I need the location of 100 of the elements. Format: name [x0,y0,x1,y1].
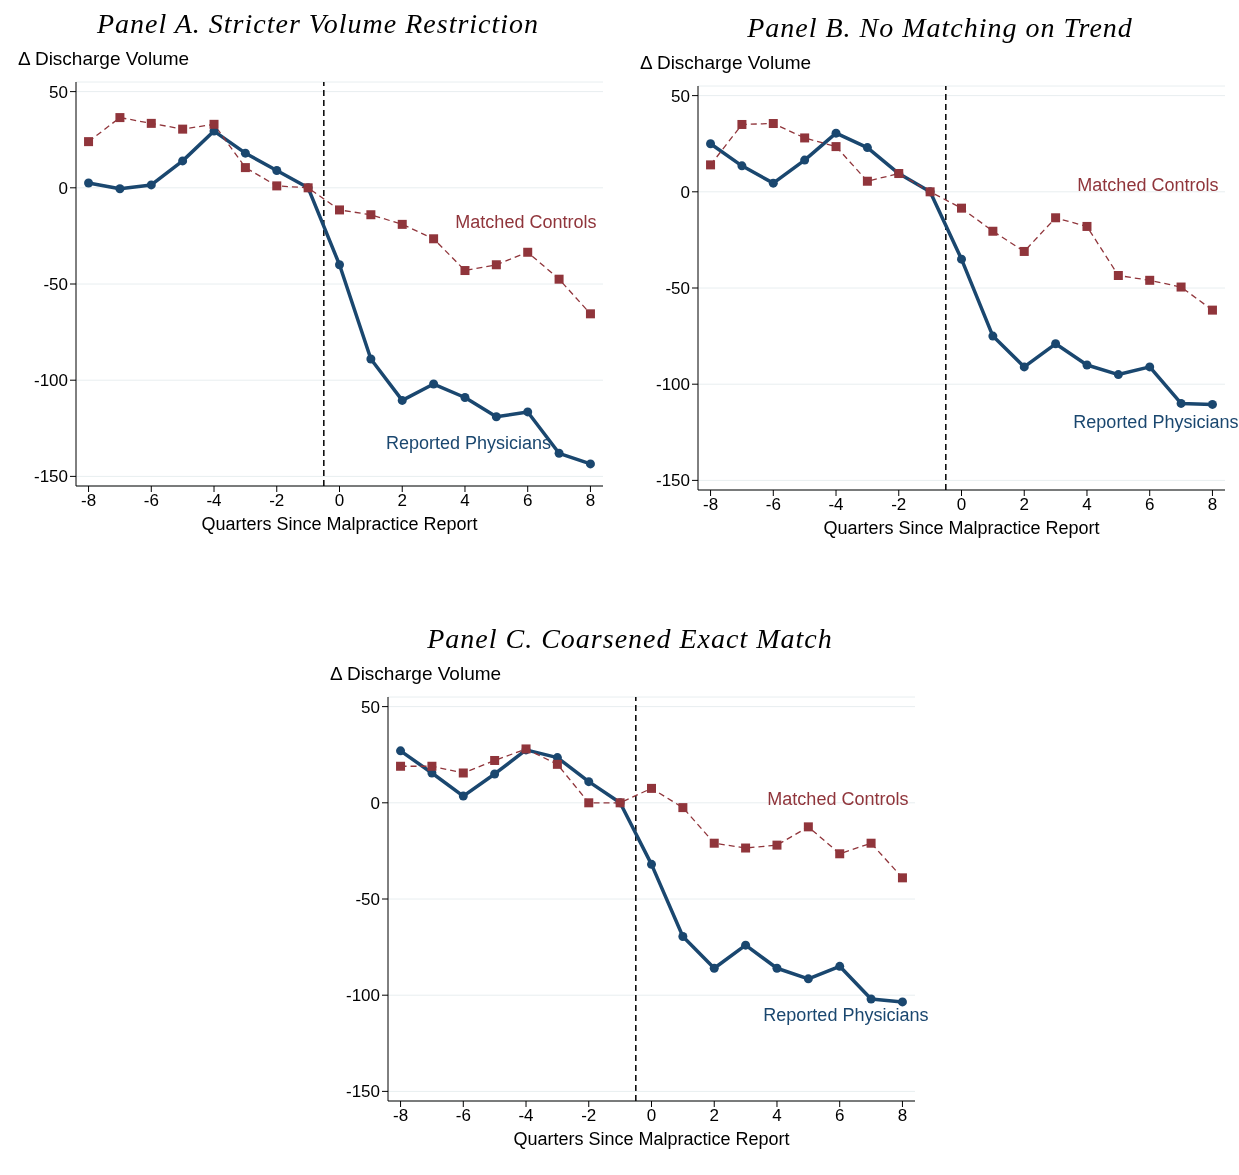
chart-title: Panel B. No Matching on Trend [746,12,1134,45]
point [272,166,282,175]
point [897,873,907,883]
x-tick-label: -4 [828,495,844,515]
point [737,119,747,129]
point [552,759,562,769]
point [396,761,406,771]
point [772,963,782,973]
x-tick-label: -8 [392,1106,409,1126]
point [1207,305,1217,315]
point [831,142,841,152]
point [866,994,876,1004]
point [584,777,594,787]
point [490,755,500,765]
chart-title: Panel C. Coarsened Exact Match [426,623,834,656]
y-tick-label: -50 [665,279,690,299]
point [866,838,876,848]
point [460,393,470,403]
x-tick-label: 2 [1019,495,1029,515]
point [800,133,810,143]
point [835,961,845,971]
point [800,155,810,165]
x-tick-label: 6 [834,1106,845,1126]
point [647,783,656,793]
point [772,840,782,850]
point [491,260,501,270]
point [209,119,219,129]
point [491,412,501,422]
x-tick-label: 4 [460,491,470,511]
point [523,407,533,417]
y-tick-label: -50 [355,890,380,910]
point [84,178,94,188]
series-label: Matched Controls [455,211,597,232]
point [366,354,376,364]
point [427,761,437,771]
point [741,940,751,950]
point [585,459,595,469]
x-tick-label: -6 [143,491,159,511]
point [1113,271,1123,280]
point [84,137,94,147]
point [1207,399,1217,409]
point [835,849,845,859]
y-tick-label: 0 [680,182,690,202]
point [585,309,595,319]
series-label: Reported Physicians [1073,412,1239,433]
point [1176,398,1186,408]
point [429,234,439,244]
point [741,843,751,853]
point [523,247,533,257]
point [146,118,156,128]
x-tick-label: -2 [891,495,907,515]
x-tick-label: -4 [206,491,222,511]
x-tick-label: -2 [581,1106,597,1126]
point [957,203,966,213]
x-tick-label: -8 [80,491,97,511]
point [706,139,716,149]
x-tick-label: -6 [765,495,781,515]
y-tick-label: -100 [655,375,690,395]
point [737,161,747,171]
point [988,331,998,341]
point [178,156,188,166]
point [584,798,594,808]
point [988,226,998,236]
y-tick-label: -150 [345,1082,380,1102]
point [678,803,688,813]
point [240,163,250,173]
point [678,932,688,942]
x-tick-label: 4 [772,1106,782,1126]
point [647,859,656,869]
point [803,974,813,984]
y-axis-title: Δ Discharge Volume [640,52,813,74]
x-tick-label: 8 [585,491,596,511]
point [490,769,500,779]
point [862,143,872,153]
y-axis-title: Δ Discharge Volume [18,48,191,70]
point [831,128,841,138]
y-tick-label: -50 [43,275,68,295]
y-tick-label: 50 [49,82,68,102]
x-axis-title: Quarters Since Malpractice Report [512,1129,791,1150]
point [957,254,966,264]
x-tick-label: 4 [1082,495,1092,515]
point [1051,339,1061,349]
point [397,395,407,405]
series-label: Reported Physicians [385,433,552,454]
series-label: Matched Controls [1077,175,1219,196]
y-tick-label: -150 [33,467,68,487]
point [429,379,439,389]
point [178,124,188,134]
chart-title: Panel A. Stricter Volume Restriction [95,8,541,41]
point [768,178,778,188]
point [709,963,719,973]
point [397,219,407,229]
point [335,260,344,270]
point [115,113,125,123]
y-tick-label: -100 [33,371,68,391]
y-axis-title: Δ Discharge Volume [330,663,503,685]
point [1019,362,1029,372]
x-tick-label: 0 [956,495,967,515]
point [709,838,719,848]
point [115,184,125,194]
